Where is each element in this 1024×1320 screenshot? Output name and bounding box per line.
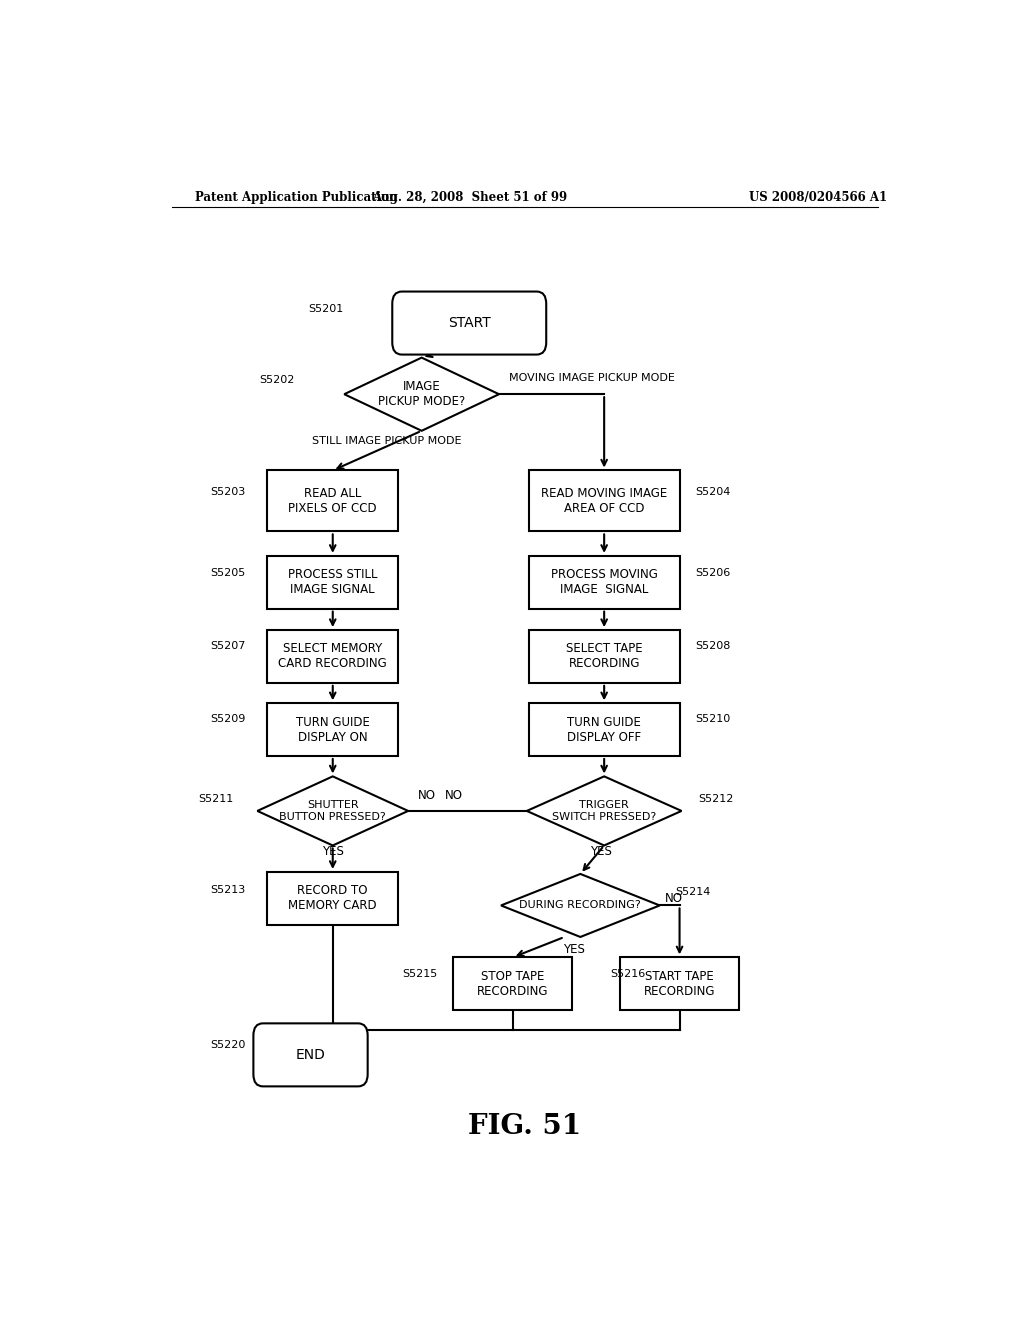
Bar: [528, 704, 680, 756]
Text: SHUTTER
BUTTON PRESSED?: SHUTTER BUTTON PRESSED?: [280, 800, 386, 822]
Text: S5209: S5209: [210, 714, 246, 725]
Text: S5205: S5205: [210, 568, 246, 578]
Text: S5207: S5207: [210, 642, 246, 651]
Text: YES: YES: [323, 845, 344, 858]
Text: S5203: S5203: [210, 487, 246, 496]
Bar: [528, 470, 680, 532]
Text: US 2008/0204566 A1: US 2008/0204566 A1: [750, 190, 888, 203]
Bar: [528, 556, 680, 609]
Text: NO: NO: [444, 789, 463, 803]
Text: Patent Application Publication: Patent Application Publication: [196, 190, 398, 203]
Text: READ MOVING IMAGE
AREA OF CCD: READ MOVING IMAGE AREA OF CCD: [541, 487, 668, 515]
Text: S5208: S5208: [695, 642, 731, 651]
Text: S5220: S5220: [210, 1040, 246, 1049]
Text: SELECT TAPE
RECORDING: SELECT TAPE RECORDING: [566, 643, 642, 671]
Text: STOP TAPE
RECORDING: STOP TAPE RECORDING: [477, 970, 549, 998]
Text: S5201: S5201: [308, 304, 344, 314]
Bar: [267, 556, 398, 609]
Polygon shape: [257, 776, 409, 846]
Text: S5216: S5216: [610, 969, 646, 978]
Text: STILL IMAGE PICKUP MODE: STILL IMAGE PICKUP MODE: [312, 436, 462, 446]
Polygon shape: [526, 776, 682, 846]
Text: S5204: S5204: [695, 487, 731, 496]
Bar: [267, 704, 398, 756]
Text: S5213: S5213: [210, 886, 246, 895]
Text: READ ALL
PIXELS OF CCD: READ ALL PIXELS OF CCD: [289, 487, 377, 515]
Text: MOVING IMAGE PICKUP MODE: MOVING IMAGE PICKUP MODE: [509, 374, 675, 383]
Text: S5206: S5206: [695, 568, 731, 578]
Polygon shape: [344, 358, 499, 430]
Text: YES: YES: [563, 942, 585, 956]
Text: SELECT MEMORY
CARD RECORDING: SELECT MEMORY CARD RECORDING: [279, 643, 387, 671]
Text: YES: YES: [590, 845, 611, 858]
Text: DURING RECORDING?: DURING RECORDING?: [519, 900, 641, 911]
Text: TURN GUIDE
DISPLAY ON: TURN GUIDE DISPLAY ON: [296, 715, 370, 743]
Text: S5210: S5210: [695, 714, 731, 725]
Text: S5212: S5212: [697, 793, 733, 804]
Text: START: START: [447, 315, 490, 330]
Text: RECORD TO
MEMORY CARD: RECORD TO MEMORY CARD: [289, 884, 377, 912]
Text: NO: NO: [418, 789, 435, 803]
Text: PROCESS STILL
IMAGE SIGNAL: PROCESS STILL IMAGE SIGNAL: [288, 568, 378, 597]
Text: S5214: S5214: [676, 887, 711, 898]
FancyBboxPatch shape: [392, 292, 546, 355]
Text: S5202: S5202: [259, 375, 295, 385]
Polygon shape: [501, 874, 659, 937]
Text: S5215: S5215: [402, 969, 437, 978]
Text: TURN GUIDE
DISPLAY OFF: TURN GUIDE DISPLAY OFF: [567, 715, 641, 743]
Text: PROCESS MOVING
IMAGE  SIGNAL: PROCESS MOVING IMAGE SIGNAL: [551, 568, 657, 597]
Text: FIG. 51: FIG. 51: [468, 1113, 582, 1139]
Bar: [620, 957, 739, 1010]
Text: END: END: [296, 1048, 326, 1061]
Bar: [267, 470, 398, 532]
Text: TRIGGER
SWITCH PRESSED?: TRIGGER SWITCH PRESSED?: [552, 800, 656, 822]
Bar: [267, 873, 398, 925]
Bar: [528, 630, 680, 682]
Bar: [267, 630, 398, 682]
Text: IMAGE
PICKUP MODE?: IMAGE PICKUP MODE?: [378, 380, 465, 408]
Bar: [454, 957, 572, 1010]
Text: START TAPE
RECORDING: START TAPE RECORDING: [644, 970, 716, 998]
Text: S5211: S5211: [199, 793, 233, 804]
Text: NO: NO: [665, 892, 682, 904]
FancyBboxPatch shape: [253, 1023, 368, 1086]
Text: Aug. 28, 2008  Sheet 51 of 99: Aug. 28, 2008 Sheet 51 of 99: [372, 190, 567, 203]
